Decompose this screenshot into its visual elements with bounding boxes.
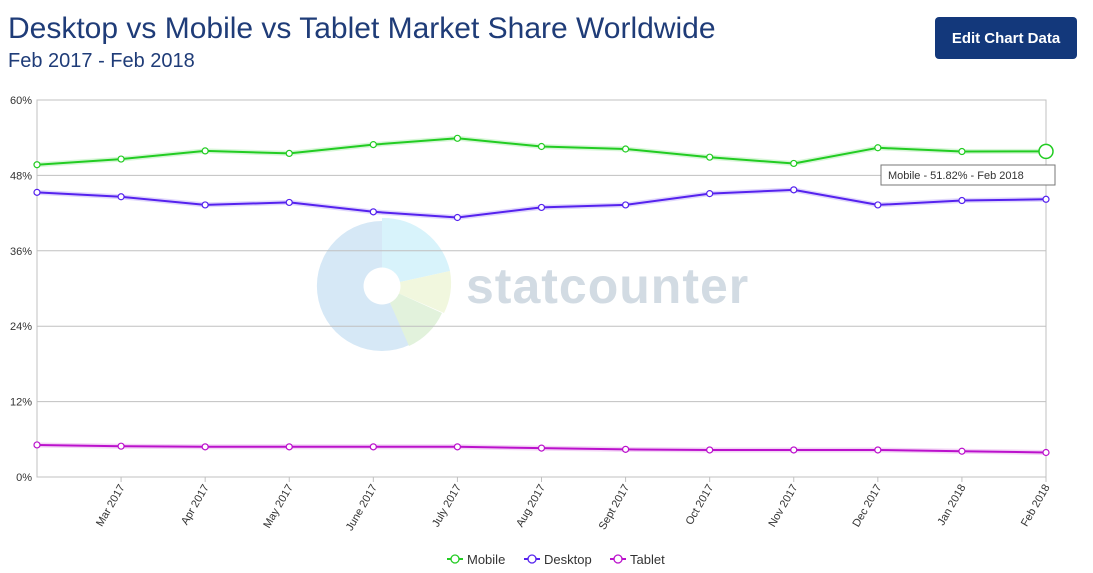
watermark-logo-slice-green [390,293,442,346]
x-tick-label: Oct 2017 [684,483,717,528]
data-point-mobile [874,144,882,152]
data-point-mobile [201,147,209,155]
data-point-mobile [1038,143,1054,160]
data-point-mobile [621,145,630,153]
watermark-text: statcounter [466,258,749,314]
data-point-mobile [537,142,546,151]
data-point-desktop [453,213,462,222]
data-point-mobile [33,161,41,169]
legend-marker-mobile [450,554,460,564]
tooltip-text: Mobile - 51.82% - Feb 2018 [888,170,1024,182]
series [33,134,1054,457]
x-tick-label: Nov 2017 [766,483,800,530]
tooltip-box [880,164,1056,186]
legend: Mobile Desktop Tablet [447,552,665,567]
y-tick-label: 12% [10,397,32,409]
y-tick-label: 24% [10,321,32,333]
watermark-logo-slice-blue [316,220,410,351]
data-point-mobile [958,147,966,156]
data-point-desktop [537,203,546,212]
edit-chart-data-button[interactable]: Edit Chart Data [935,17,1077,59]
x-tick-label: May 2017 [261,483,296,531]
statcounter-watermark: statcounter [316,217,749,351]
tooltip: Mobile - 51.82% - Feb 2018 [880,164,1056,186]
data-point-tablet [1042,448,1050,457]
data-point-desktop [621,201,630,209]
data-point-desktop [117,193,125,201]
x-tick-label: Apr 2017 [179,483,212,528]
data-point-mobile [369,141,377,149]
data-point-mobile [285,149,293,158]
data-point-tablet [537,444,546,452]
y-tick-label: 36% [10,246,32,258]
y-tick-label: 60% [10,95,32,107]
x-tick-label: Feb 2018 [1019,483,1053,529]
data-point-desktop [201,201,209,209]
x-tick-label: July 2017 [430,483,464,530]
data-point-tablet [874,446,882,454]
data-point-tablet [201,443,209,451]
page-title: Desktop vs Mobile vs Tablet Market Share… [8,12,716,45]
data-point-desktop [958,196,966,205]
data-point-tablet [790,446,798,454]
data-point-desktop [285,198,293,207]
data-point-desktop [874,201,882,209]
legend-marker-desktop [527,554,537,564]
y-tick-label: 0% [16,472,32,484]
y-axis-ticks: 0% 12% 24% 36% 48% 60% [10,95,32,484]
data-point-tablet [621,445,630,453]
series-shadow-mobile [36,135,1047,168]
data-point-desktop [33,188,41,196]
watermark-logo-slice-cyan [382,217,450,282]
data-point-desktop [369,208,377,216]
data-point-tablet [117,442,125,450]
x-tick-label: Sept 2017 [597,483,632,532]
legend-label-mobile: Mobile [467,552,505,567]
x-axis-ticks: Mar 2017 Apr 2017 May 2017 June 2017 July 20… [94,477,1053,533]
legend-marker-tablet [613,554,623,564]
page-subtitle: Feb 2017 - Feb 2018 [8,50,195,72]
watermark-logo-slice-yellow [399,271,452,313]
legend-label-desktop: Desktop [544,552,592,567]
series-line-desktop [36,188,1047,219]
x-tick-label: Mar 2017 [94,483,128,529]
data-point-tablet [958,447,966,455]
data-point-tablet [706,446,714,454]
x-tick-label: Jan 2018 [935,483,968,528]
x-tick-label: Aug 2017 [514,483,548,530]
data-point-mobile [117,155,125,163]
data-point-mobile [453,134,462,142]
data-point-tablet [369,443,377,451]
data-point-desktop [1042,195,1050,203]
x-tick-label: Dec 2017 [850,483,884,530]
data-point-desktop [790,186,798,194]
data-point-mobile [790,159,798,168]
legend-label-tablet: Tablet [630,552,665,567]
y-tick-label: 48% [10,170,32,182]
x-tick-label: June 2017 [344,483,380,534]
data-point-mobile [706,153,714,161]
data-point-tablet [453,443,462,451]
data-point-tablet [33,441,41,449]
data-point-tablet [285,443,293,451]
data-point-desktop [706,190,714,198]
